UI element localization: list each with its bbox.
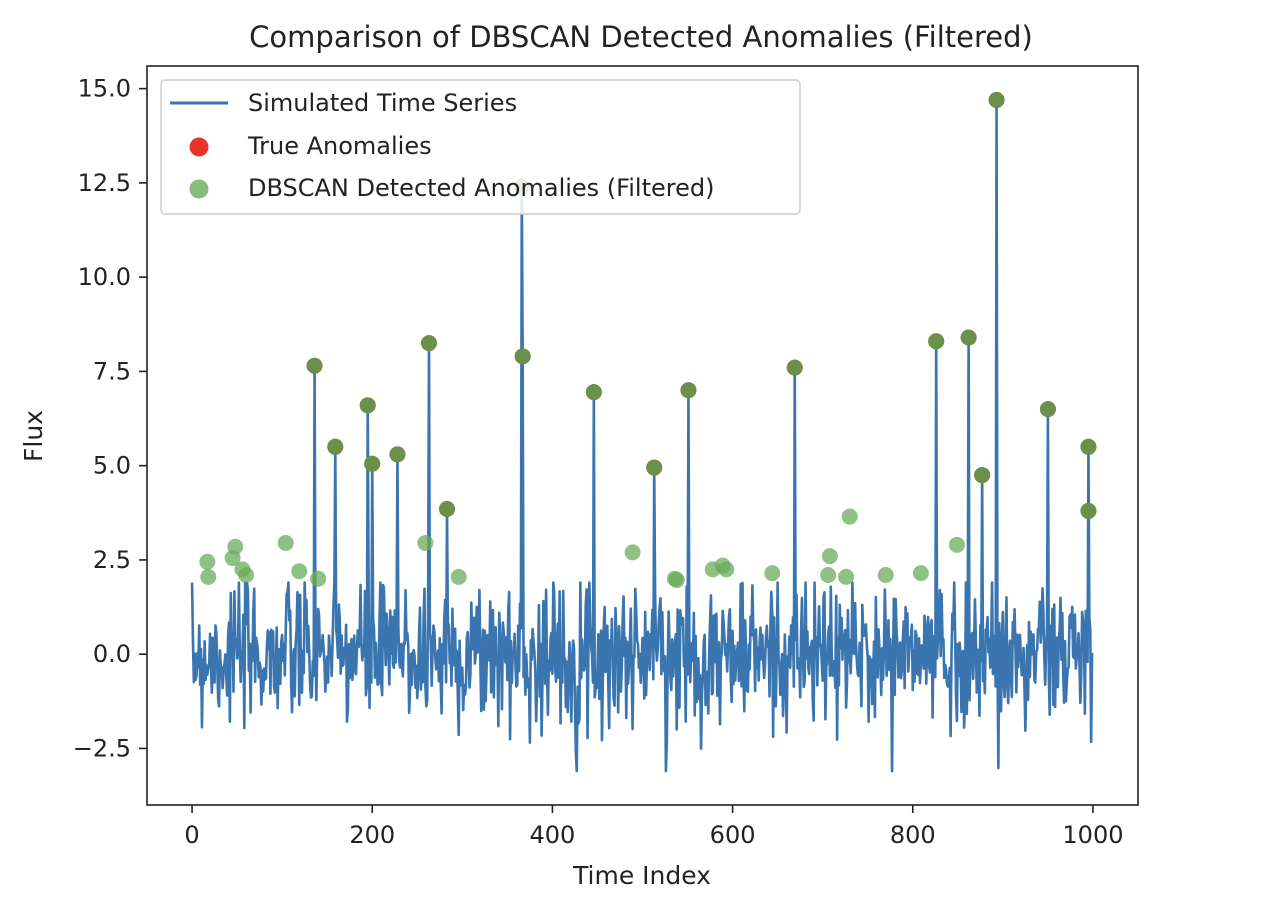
x-tick-label: 1000 [1062,821,1123,849]
detected-anomaly-point [838,568,855,585]
detected-anomaly-point [877,567,894,584]
y-tick-label: 10.0 [78,263,131,291]
x-axis-ticks: 0 200 400 600 800 1000 [184,805,1123,849]
detected-anomaly-point [960,329,977,346]
detected-anomaly-point [974,467,991,484]
detected-anomaly-point [327,438,344,455]
detected-anomaly-point [841,508,858,525]
detected-anomaly-point [291,563,308,580]
detected-anomaly-point [514,348,531,365]
x-tick-label: 0 [184,821,199,849]
detected-anomaly-point [199,553,216,570]
detected-anomaly-point [420,335,437,352]
legend: Simulated Time Series True Anomalies DBS… [160,79,801,215]
detected-anomaly-point [786,359,803,376]
detected-anomaly-point [359,397,376,414]
detected-anomaly-point [668,571,685,588]
x-tick-label: 600 [710,821,756,849]
legend-true-swatch [189,137,209,157]
detected-anomaly-point [988,91,1005,108]
y-tick-label: 2.5 [93,546,131,574]
detected-anomaly-point [364,455,381,472]
series-line-simulated-time-series [190,98,1094,773]
detected-anomaly-point [310,570,327,587]
detected-anomaly-point [439,501,456,518]
detected-anomaly-point [277,534,294,551]
detected-anomaly-point [948,536,965,553]
detected-anomaly-point [624,544,641,561]
detected-anomaly-point [417,534,434,551]
detected-anomaly-point [1080,502,1097,519]
y-tick-label: 15.0 [78,75,131,103]
y-tick-label: −2.5 [73,734,131,762]
detected-anomaly-point [227,538,244,555]
detected-anomaly-point [764,565,781,582]
detected-anomaly-point [585,384,602,401]
detected-anomaly-point [680,382,697,399]
detected-anomalies-points [199,91,1097,588]
detected-anomaly-point [928,333,945,350]
y-tick-label: 12.5 [78,169,131,197]
plot-area [190,91,1097,773]
detected-anomaly-point [450,568,467,585]
detected-anomaly-point [912,565,929,582]
legend-label-true: True Anomalies [247,132,432,160]
x-tick-label: 400 [530,821,576,849]
legend-detected-swatch [189,179,209,199]
detected-anomaly-point [1039,401,1056,418]
y-tick-label: 5.0 [93,452,131,480]
y-axis-ticks: −2.5 0.0 2.5 5.0 7.5 10.0 12.5 15.0 [73,75,147,762]
detected-anomaly-point [238,567,255,584]
x-tick-label: 800 [890,821,936,849]
detected-anomaly-point [1080,438,1097,455]
detected-anomaly-point [389,446,406,463]
detected-anomaly-point [646,459,663,476]
detected-anomaly-point [718,561,735,578]
y-tick-label: 0.0 [93,640,131,668]
detected-anomaly-point [306,357,323,374]
y-tick-label: 7.5 [93,357,131,385]
legend-label-detected: DBSCAN Detected Anomalies (Filtered) [248,174,714,202]
legend-label-series: Simulated Time Series [248,89,517,117]
chart-title: Comparison of DBSCAN Detected Anomalies … [249,20,1033,54]
legend-box [160,79,801,215]
detected-anomaly-point [820,567,837,584]
plot-frame [146,65,1139,806]
detected-anomaly-point [200,568,217,585]
x-tick-label: 200 [349,821,395,849]
y-axis-label: Flux [19,410,48,462]
x-axis-label: Time Index [572,861,711,890]
detected-anomaly-point [821,548,838,565]
